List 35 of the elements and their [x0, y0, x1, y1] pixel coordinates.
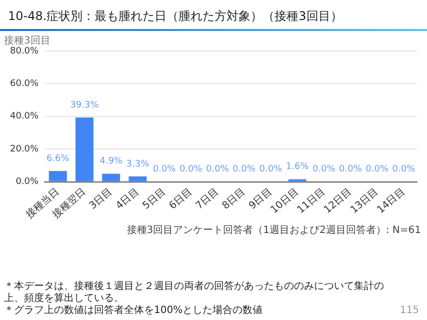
bar [48, 171, 67, 182]
data-label: 6.6% [46, 154, 70, 164]
data-label: 0.0% [339, 164, 362, 175]
data-label: 0.0% [259, 164, 283, 175]
text: ＊グラフ上の数値は回答者全体を100%とした場合の数値 [4, 305, 264, 317]
data-label: 4.9% [100, 156, 123, 167]
data-label: 39.3% [70, 100, 100, 110]
text: ＊本データは、接種後１週目と２週目の両者の回答があったもののみについて集計の上、頻度を算出している。 [4, 281, 385, 304]
bar [102, 174, 120, 182]
x-tick-label: 4日目 [114, 186, 142, 212]
x-tick-label: 6日目 [167, 186, 195, 212]
bar [76, 118, 94, 182]
data-label: 0.0% [392, 164, 416, 175]
y-tick-label: 0.0% [16, 177, 40, 188]
data-label: 0.0% [232, 164, 256, 175]
data-label: 1.6% [286, 162, 310, 172]
y-tick-label: 40.0% [10, 112, 40, 122]
text: 接種3回目アンケート回答者（1週目および2週目回答者）: N=61 [126, 225, 422, 237]
bar [128, 176, 147, 182]
text: 115 [400, 305, 419, 317]
chart-title: 10-48.症状別：最も腫れた日（腫れた方対象）（接種3回目） [7, 8, 344, 25]
y-tick-label: 20.0% [10, 144, 40, 154]
data-label: 3.3% [126, 159, 150, 170]
data-label: 0.0% [366, 164, 389, 175]
data-label: 0.0% [152, 164, 176, 175]
x-tick-label: 5日目 [140, 186, 168, 212]
y-tick-label: 80.0% [10, 46, 40, 56]
chart-subtitle: 接種3回目 [4, 34, 50, 47]
x-tick-label: 7日目 [194, 186, 222, 212]
data-label: 0.0% [206, 164, 230, 175]
y-tick-label: 60.0% [10, 79, 40, 90]
x-tick-label: 8日目 [220, 186, 248, 212]
data-label: 0.0% [312, 164, 336, 175]
x-tick-label: 3日目 [88, 186, 115, 212]
data-label: 0.0% [179, 164, 203, 175]
